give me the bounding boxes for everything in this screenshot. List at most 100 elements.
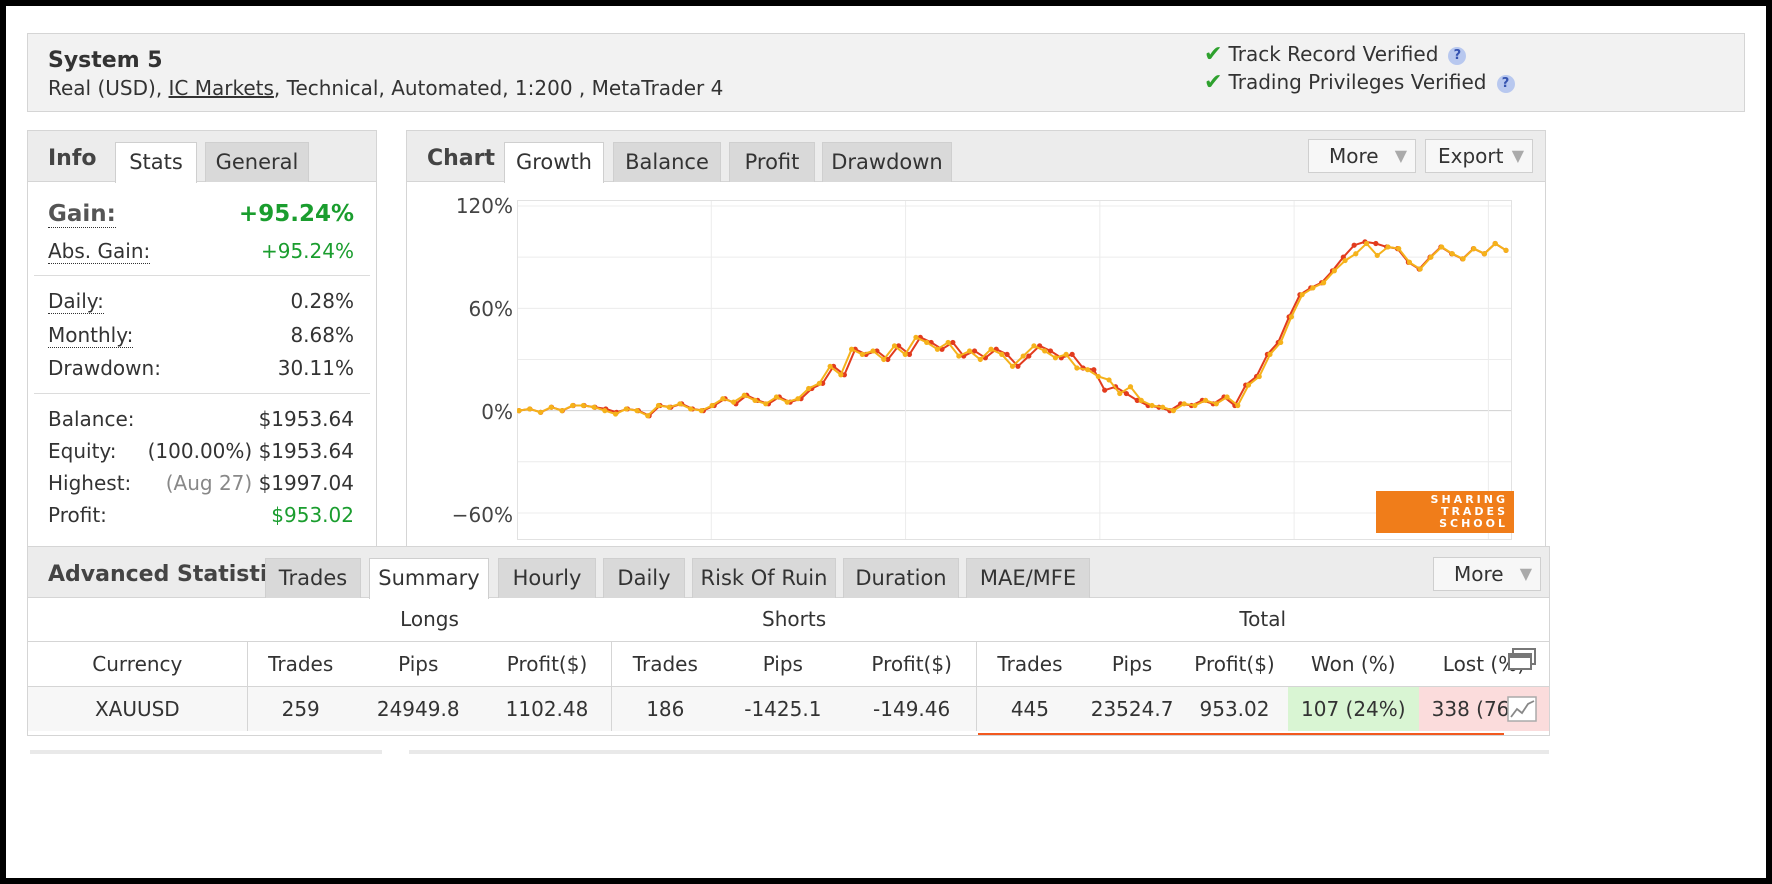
tab-mae-mfe[interactable]: MAE/MFE <box>966 558 1090 598</box>
col-won: Won (%) <box>1287 641 1419 687</box>
equity-point <box>666 404 672 410</box>
equity-point <box>1020 353 1026 359</box>
growth-point <box>1015 363 1021 369</box>
tab-general[interactable]: General <box>205 142 309 182</box>
equity-point <box>1235 402 1241 409</box>
equity-point <box>602 408 608 414</box>
abs-gain-value: +95.24% <box>260 239 354 263</box>
broker-link[interactable]: IC Markets <box>168 76 274 100</box>
growth-point <box>1091 367 1097 373</box>
equity-point <box>966 348 973 354</box>
summary-table: Longs Shorts Total Currency Trades Pips … <box>28 597 1549 731</box>
equity-point <box>1042 348 1048 354</box>
growth-point <box>1351 242 1357 248</box>
advanced-more-button[interactable]: More ▼ <box>1433 557 1541 591</box>
equity-point <box>1460 256 1466 262</box>
help-icon[interactable]: ? <box>1448 46 1467 65</box>
equity-point <box>741 392 747 398</box>
tab-risk-of-ruin[interactable]: Risk Of Ruin <box>692 558 836 598</box>
tab-drawdown[interactable]: Drawdown <box>822 142 952 182</box>
equity-point <box>1503 247 1509 253</box>
equity-point <box>1009 363 1016 369</box>
mini-chart-icon[interactable] <box>1506 695 1538 723</box>
cell-total-pips: 23524.7 <box>1082 686 1182 731</box>
chart-title: Chart <box>427 146 496 171</box>
equity-point <box>698 408 704 414</box>
monthly-value: 8.68% <box>290 323 354 347</box>
tab-trades[interactable]: Trades <box>265 558 361 598</box>
shadow-divider <box>409 750 1549 754</box>
equity-point <box>1052 355 1059 361</box>
equity-point <box>1160 404 1166 410</box>
gain-label[interactable]: Gain: <box>48 201 116 228</box>
equity-point <box>1481 251 1488 257</box>
equity-point <box>1363 240 1370 247</box>
equity-point <box>816 380 822 386</box>
equity-point <box>1138 397 1144 403</box>
info-title: Info <box>48 146 97 171</box>
column-header-row: Currency Trades Pips Profit($) Trades Pi… <box>28 641 1549 687</box>
system-header: System 5 Real (USD), IC Markets, Technic… <box>27 33 1745 112</box>
equity-percent: (100.00%) <box>147 439 253 463</box>
cell-short-profit: -149.46 <box>847 686 977 731</box>
tab-duration[interactable]: Duration <box>843 558 959 598</box>
chevron-down-icon: ▼ <box>1519 564 1532 583</box>
equity-point <box>827 363 833 369</box>
chart-export-button[interactable]: Export ▼ <box>1425 139 1533 173</box>
equity-point <box>1385 244 1391 250</box>
chevron-down-icon: ▼ <box>1511 146 1524 165</box>
help-icon[interactable]: ? <box>1496 74 1515 93</box>
checkmark-icon: ✔ <box>1204 70 1223 95</box>
highest-date: (Aug 27) <box>165 471 253 495</box>
equity-point <box>720 396 726 402</box>
equity-point <box>1224 394 1230 400</box>
system-details: , Technical, Automated, 1:200 , MetaTrad… <box>273 76 724 100</box>
daily-label[interactable]: Daily: <box>48 289 104 314</box>
monthly-label[interactable]: Monthly: <box>48 323 134 348</box>
plot-frame <box>517 200 1512 540</box>
equity-point <box>795 396 801 402</box>
cell-short-pips: -1425.1 <box>718 686 848 731</box>
equity-point <box>1342 257 1348 264</box>
equity-point <box>902 351 908 357</box>
col-trades: Trades <box>975 641 1083 687</box>
col-pips: Pips <box>1082 641 1182 687</box>
growth-chart[interactable] <box>517 200 1512 540</box>
tab-stats[interactable]: Stats <box>115 142 197 183</box>
tab-daily[interactable]: Daily <box>603 558 685 598</box>
equity-point <box>517 408 522 414</box>
tab-hourly[interactable]: Hourly <box>498 558 596 598</box>
equity-point <box>784 399 790 405</box>
balance-label: Balance: <box>48 407 135 431</box>
equity-point <box>1245 382 1252 388</box>
tab-summary[interactable]: Summary <box>369 558 489 599</box>
equity-point <box>591 404 597 410</box>
balance-row: Balance: $1953.64 <box>48 407 354 435</box>
drawdown-value: 30.11% <box>277 356 354 380</box>
equity-point <box>988 346 994 352</box>
equity-point <box>859 351 865 357</box>
tab-profit[interactable]: Profit <box>729 142 815 182</box>
tab-balance[interactable]: Balance <box>613 142 721 182</box>
equity-point <box>1353 251 1359 257</box>
shadow-divider <box>30 750 382 754</box>
growth-point <box>906 351 913 357</box>
windows-icon[interactable] <box>1506 647 1538 673</box>
equity-point <box>934 346 941 352</box>
cell-currency: XAUUSD <box>28 686 248 731</box>
group-total: Total <box>976 597 1549 642</box>
equity-point <box>891 343 898 349</box>
equity-point <box>763 401 769 407</box>
equity-point <box>537 409 544 415</box>
tab-growth[interactable]: Growth <box>504 142 604 183</box>
chart-more-button[interactable]: More ▼ <box>1308 139 1416 173</box>
equity-point <box>1492 240 1498 247</box>
equity-point <box>730 399 737 405</box>
growth-line <box>518 240 1507 417</box>
abs-gain-label[interactable]: Abs. Gain: <box>48 239 151 264</box>
equity-point <box>709 402 715 409</box>
col-pips: Pips <box>353 641 483 687</box>
col-trades: Trades <box>246 641 354 687</box>
equity-point <box>1396 246 1402 252</box>
cell-total-profit: 953.02 <box>1181 686 1288 731</box>
